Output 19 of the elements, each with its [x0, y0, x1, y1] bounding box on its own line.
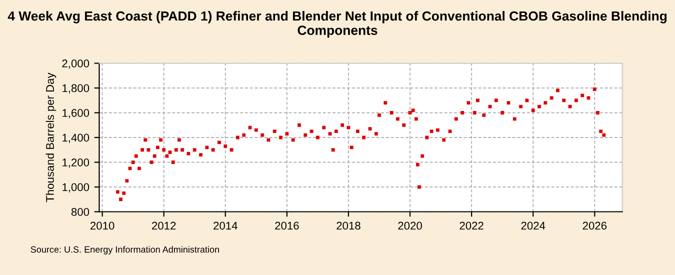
x-tick-label: 2018 [336, 222, 360, 230]
x-tick-label: 2012 [152, 222, 176, 230]
y-tick-label: 1,000 [62, 183, 90, 192]
y-tick-label: 800 [71, 208, 90, 216]
x-tick-label: 2014 [214, 222, 238, 230]
x-tick-label: 2022 [460, 222, 484, 230]
y-tick-label: 2,000 [62, 60, 90, 69]
x-tick-label: 2016 [275, 222, 299, 230]
x-tick-label: 2010 [90, 222, 114, 230]
x-tick-label: 2020 [398, 222, 422, 230]
y-tick-label: 1,800 [62, 84, 90, 94]
y-axis-title: Thousand Barrels per Day [46, 72, 56, 202]
x-tick-label: 2024 [521, 222, 546, 230]
y-tick-label: 1,600 [62, 109, 90, 118]
x-tick-label: 2026 [582, 222, 607, 230]
y-tick-label: 1,400 [62, 134, 90, 143]
y-tick-label: 1,200 [62, 158, 90, 168]
source-note: Source: U.S. Energy Information Administration [30, 246, 219, 254]
chart-title: 4 Week Avg East Coast (PADD 1) Refiner and Blender Net Input of Conventional CBOB Gasoline Blending Components [8, 11, 667, 38]
